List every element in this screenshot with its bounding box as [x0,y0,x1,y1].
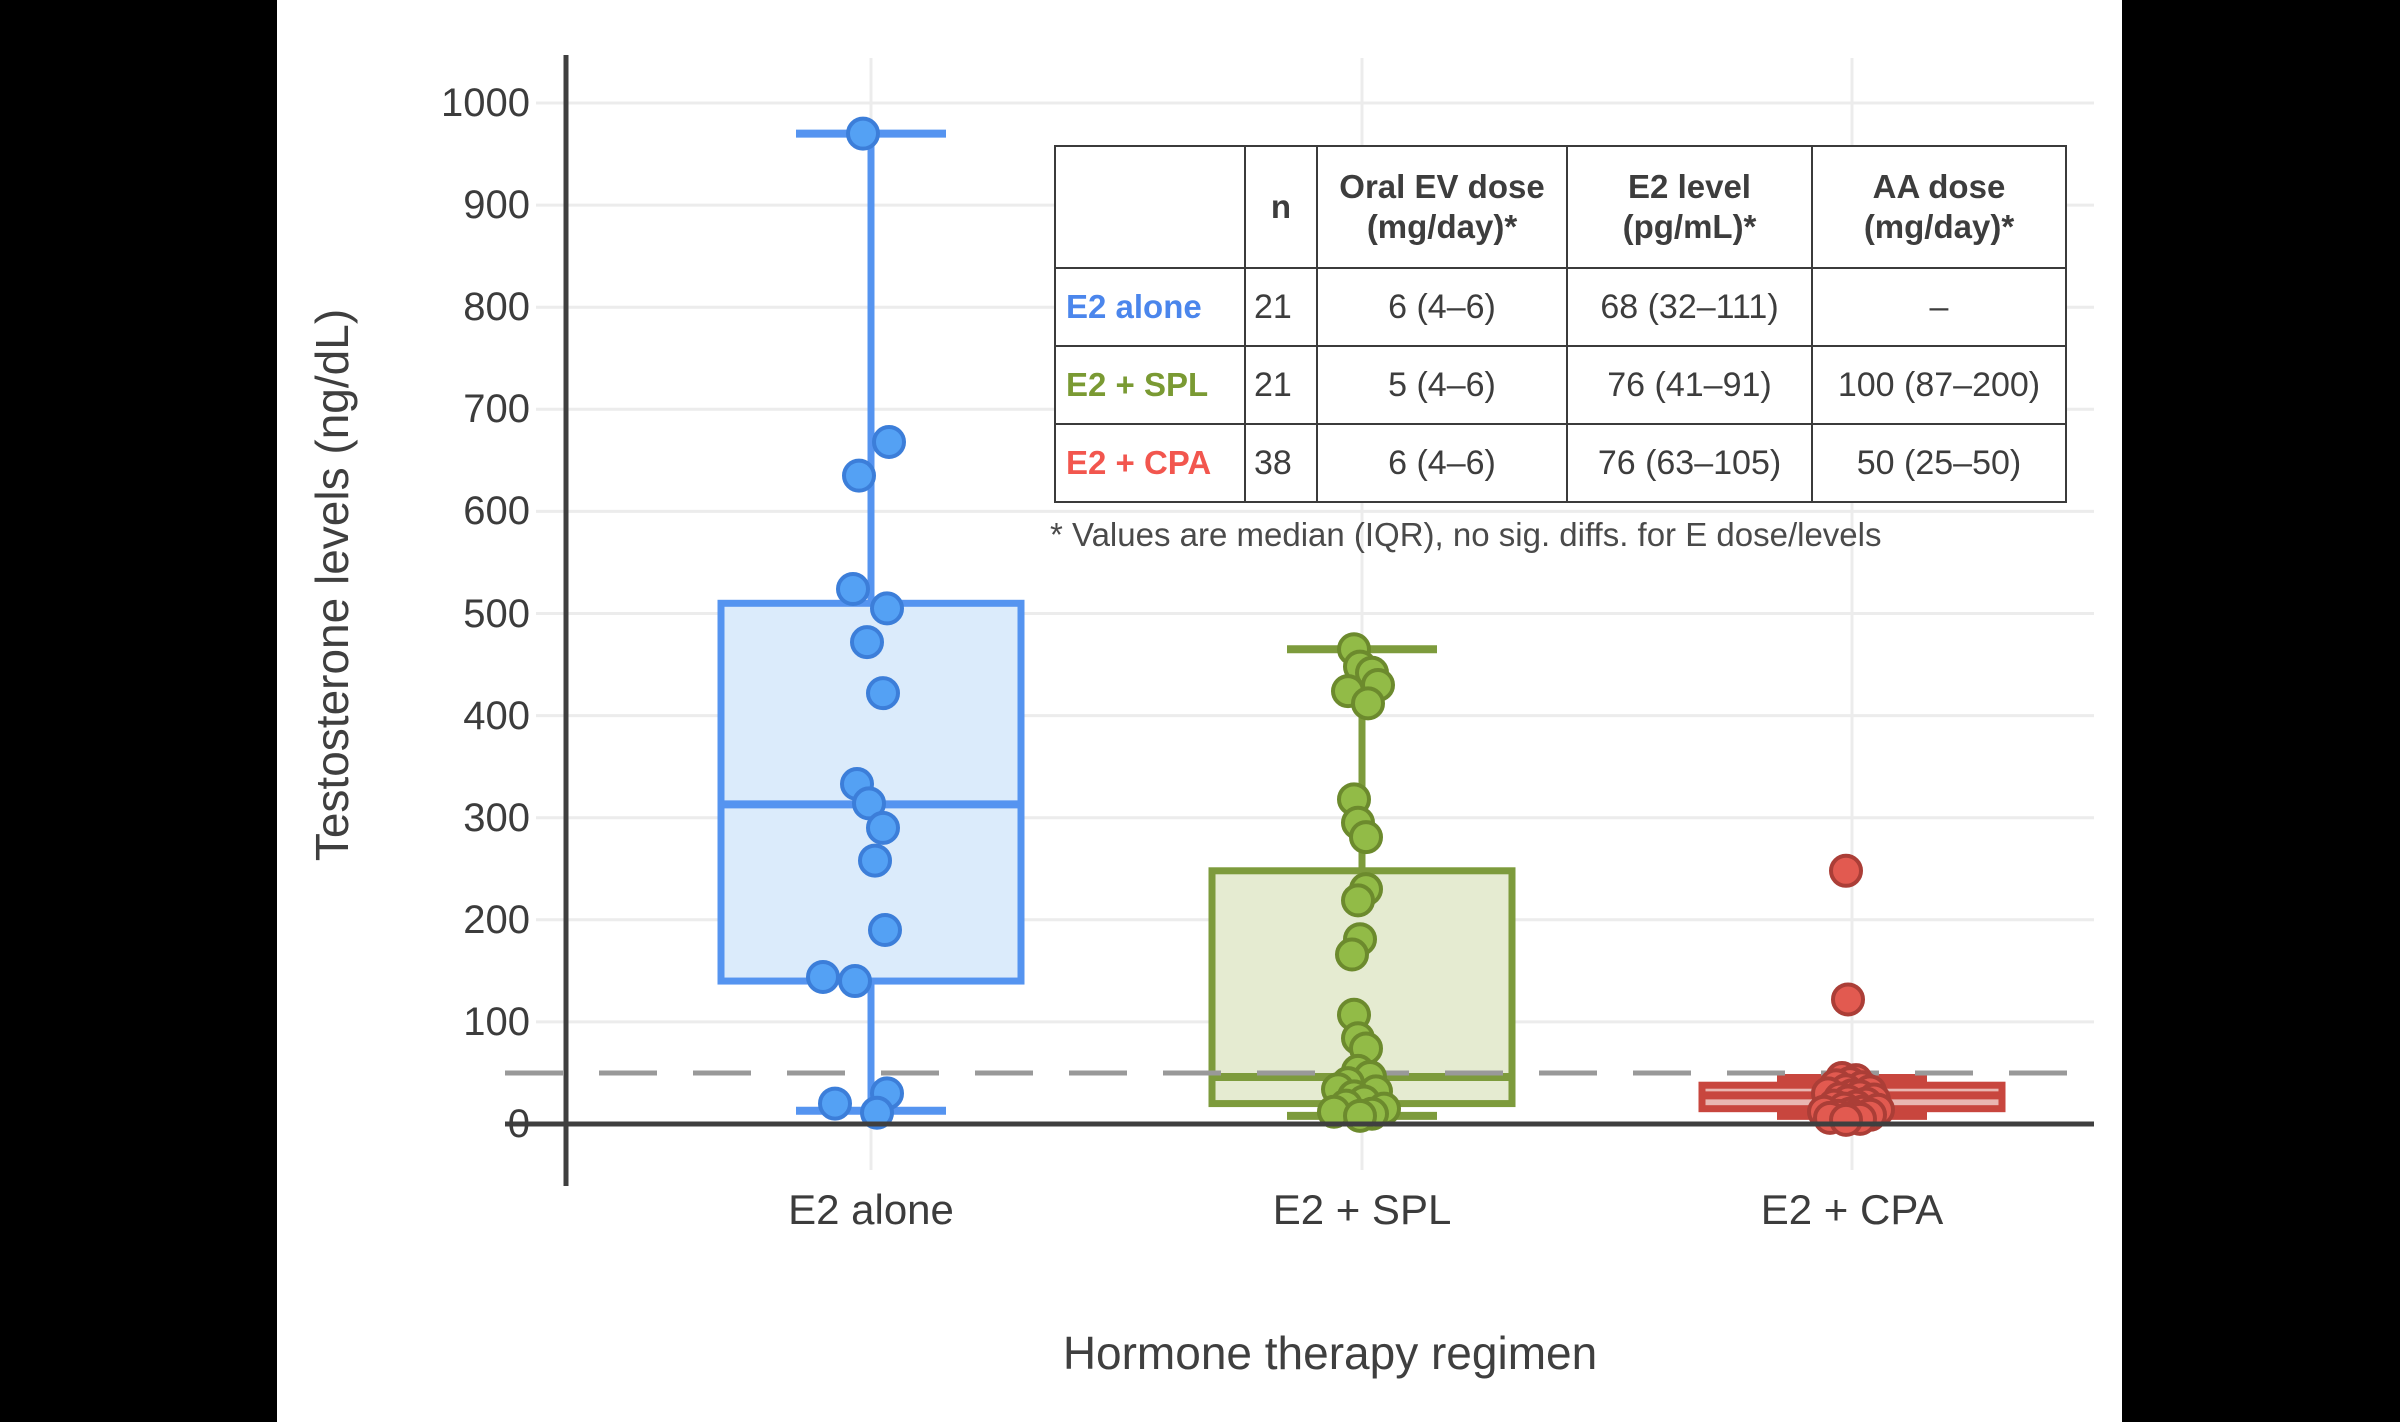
data-point-e2-alone [866,676,900,711]
aa-dose-value: – [1811,267,2067,347]
data-point-e2-alone [860,1095,894,1130]
row-label-e2-alone: E2 alone [1054,267,1246,347]
data-point-e2-spl [1351,686,1385,721]
e2-level-value: 76 (41–91) [1566,345,1813,425]
ev-dose-value: 5 (4–6) [1316,345,1568,425]
summary-table: n Oral EV dose (mg/day)* E2 level (pg/mL… [1054,145,2067,503]
data-point-e2-cpa [1829,853,1863,888]
data-point-e2-spl [1341,883,1375,918]
n-value: 38 [1244,423,1318,503]
table-footnote: * Values are median (IQR), no sig. diffs… [1050,516,1882,553]
data-point-e2-alone [872,424,906,459]
x-tick-label-e2-spl: E2 + SPL [1272,1186,1452,1233]
table-header-aa-dose: AA dose (mg/day)* [1811,145,2067,269]
y-tick-label-0: 0 [507,1102,530,1146]
data-point-e2-cpa [1831,982,1865,1017]
ev-dose-value: 6 (4–6) [1316,423,1568,503]
data-point-e2-alone [836,571,870,606]
e2-level-value: 68 (32–111) [1566,267,1813,347]
table-row-e2-spl: E2 + SPL 21 5 (4–6) 76 (41–91) 100 (87–2… [1054,345,2067,425]
y-tick-label-200: 200 [463,897,530,942]
ev-dose-value: 6 (4–6) [1316,267,1568,347]
data-point-e2-alone [870,591,904,626]
y-tick-label-400: 400 [463,693,530,738]
n-value: 21 [1244,345,1318,425]
data-point-e2-spl [1349,820,1383,855]
row-label-e2-cpa: E2 + CPA [1054,423,1246,503]
data-point-e2-alone [858,843,892,878]
data-point-e2-alone [850,625,884,660]
aa-dose-value: 50 (25–50) [1811,423,2067,503]
y-axis-title: Testosterone levels (ng/dL) [306,308,358,862]
data-point-e2-alone [842,458,876,493]
x-axis-title: Hormone therapy regimen [1062,1327,1598,1379]
e2-level-value: 76 (63–105) [1566,423,1813,503]
y-tick-label-600: 600 [463,489,530,534]
x-tick-label-e2-alone: E2 alone [788,1186,954,1233]
table-header-n: n [1244,145,1318,269]
table-header-ev-dose: Oral EV dose (mg/day)* [1316,145,1568,269]
row-label-e2-spl: E2 + SPL [1054,345,1246,425]
y-tick-label-300: 300 [463,795,530,840]
table-header-blank [1054,145,1246,269]
y-tick-label-500: 500 [463,591,530,636]
table-header-row: n Oral EV dose (mg/day)* E2 level (pg/mL… [1054,145,2067,269]
table-row-e2-alone: E2 alone 21 6 (4–6) 68 (32–111) – [1054,267,2067,347]
y-tick-label-900: 900 [463,183,530,228]
data-point-e2-alone [838,964,872,999]
y-tick-label-100: 100 [463,999,530,1044]
data-point-e2-alone [868,913,902,948]
data-point-e2-alone [818,1086,852,1121]
data-point-e2-cpa [1829,1102,1863,1137]
data-point-e2-spl [1335,937,1369,972]
x-tick-label-e2-cpa: E2 + CPA [1760,1186,1944,1233]
data-point-e2-alone [806,959,840,994]
data-point-e2-alone [846,116,880,151]
table-row-e2-cpa: E2 + CPA 38 6 (4–6) 76 (63–105) 50 (25–5… [1054,423,2067,503]
y-tick-label-1000: 1000 [441,81,530,125]
data-point-e2-alone [866,810,900,845]
y-tick-label-700: 700 [463,387,530,432]
y-tick-label-800: 800 [463,285,530,330]
table-header-e2-level: E2 level (pg/mL)* [1566,145,1813,269]
aa-dose-value: 100 (87–200) [1811,345,2067,425]
n-value: 21 [1244,267,1318,347]
